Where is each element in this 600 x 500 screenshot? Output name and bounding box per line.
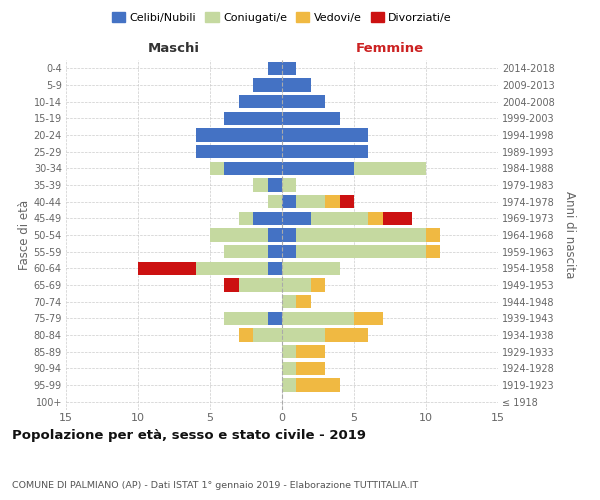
- Bar: [268, 228, 282, 241]
- Bar: [282, 295, 296, 308]
- Bar: [296, 245, 426, 258]
- Bar: [354, 162, 426, 175]
- Legend: Celibi/Nubili, Coniugati/e, Vedovi/e, Divorziati/e: Celibi/Nubili, Coniugati/e, Vedovi/e, Di…: [107, 8, 457, 28]
- Bar: [311, 278, 325, 291]
- Bar: [383, 212, 412, 225]
- Bar: [311, 212, 368, 225]
- Bar: [282, 312, 354, 325]
- Bar: [239, 328, 253, 342]
- Bar: [282, 278, 311, 291]
- Bar: [325, 195, 340, 208]
- Bar: [138, 262, 196, 275]
- Bar: [282, 345, 296, 358]
- Bar: [268, 178, 282, 192]
- Bar: [282, 212, 311, 225]
- Text: Maschi: Maschi: [148, 42, 200, 55]
- Text: Popolazione per età, sesso e stato civile - 2019: Popolazione per età, sesso e stato civil…: [12, 430, 366, 442]
- Bar: [268, 62, 282, 75]
- Bar: [253, 212, 282, 225]
- Bar: [282, 162, 354, 175]
- Bar: [296, 228, 426, 241]
- Bar: [282, 128, 368, 141]
- Bar: [282, 62, 296, 75]
- Bar: [253, 178, 268, 192]
- Bar: [268, 312, 282, 325]
- Bar: [224, 245, 268, 258]
- Bar: [296, 345, 325, 358]
- Bar: [224, 278, 239, 291]
- Bar: [296, 195, 325, 208]
- Bar: [282, 195, 296, 208]
- Bar: [368, 212, 383, 225]
- Bar: [282, 262, 340, 275]
- Bar: [282, 228, 296, 241]
- Bar: [196, 145, 282, 158]
- Bar: [196, 128, 282, 141]
- Bar: [340, 195, 354, 208]
- Bar: [282, 245, 296, 258]
- Bar: [239, 95, 282, 108]
- Bar: [239, 278, 282, 291]
- Text: Femmine: Femmine: [356, 42, 424, 55]
- Bar: [282, 328, 325, 342]
- Bar: [268, 195, 282, 208]
- Bar: [282, 378, 296, 392]
- Bar: [196, 262, 268, 275]
- Bar: [282, 95, 325, 108]
- Bar: [282, 78, 311, 92]
- Y-axis label: Fasce di età: Fasce di età: [17, 200, 31, 270]
- Bar: [282, 145, 368, 158]
- Bar: [354, 312, 383, 325]
- Bar: [253, 78, 282, 92]
- Bar: [282, 112, 340, 125]
- Bar: [268, 262, 282, 275]
- Bar: [253, 328, 282, 342]
- Bar: [210, 162, 224, 175]
- Bar: [325, 328, 368, 342]
- Bar: [224, 112, 282, 125]
- Bar: [282, 362, 296, 375]
- Bar: [282, 178, 296, 192]
- Bar: [224, 312, 268, 325]
- Bar: [268, 245, 282, 258]
- Bar: [296, 295, 311, 308]
- Y-axis label: Anni di nascita: Anni di nascita: [563, 192, 576, 278]
- Bar: [224, 162, 282, 175]
- Text: COMUNE DI PALMIANO (AP) - Dati ISTAT 1° gennaio 2019 - Elaborazione TUTTITALIA.I: COMUNE DI PALMIANO (AP) - Dati ISTAT 1° …: [12, 481, 418, 490]
- Bar: [296, 362, 325, 375]
- Bar: [426, 245, 440, 258]
- Bar: [296, 378, 340, 392]
- Bar: [426, 228, 440, 241]
- Bar: [239, 212, 253, 225]
- Bar: [210, 228, 268, 241]
